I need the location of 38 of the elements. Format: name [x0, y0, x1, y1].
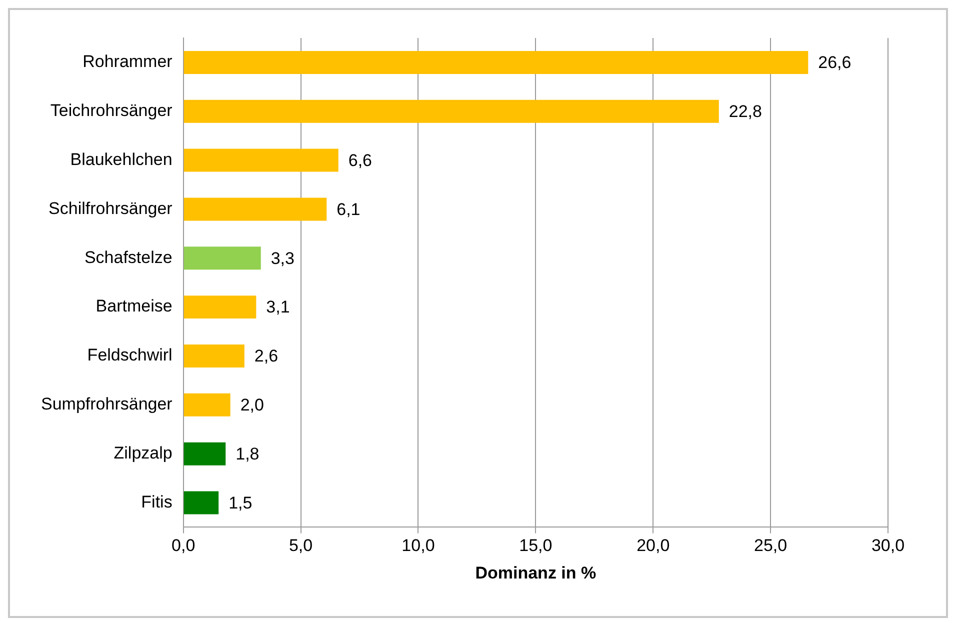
y-tick-label: Schilfrohrsänger: [48, 198, 173, 218]
data-label: 3,3: [270, 248, 294, 268]
bar: [184, 442, 226, 466]
y-tick-label: Fitis: [141, 492, 172, 512]
data-label: 2,0: [240, 396, 264, 415]
bar: [184, 344, 244, 368]
x-tick-label: 25,0: [754, 536, 788, 556]
data-label: 2,6: [254, 346, 278, 366]
data-label: 1,5: [228, 493, 252, 512]
y-tick-label: Teichrohrsänger: [50, 101, 173, 120]
data-label: 3,1: [266, 298, 290, 317]
bar: [184, 148, 338, 172]
y-tick-label: Zilpzalp: [114, 444, 172, 463]
data-label: 1,8: [236, 444, 260, 464]
data-label: 6,1: [336, 200, 360, 219]
bar: [184, 393, 230, 416]
y-tick-label: Feldschwirl: [87, 346, 172, 365]
x-tick-label: 20,0: [636, 536, 670, 556]
data-label: 22,8: [728, 102, 762, 122]
x-tick-label: 30,0: [871, 536, 905, 556]
bar: [184, 100, 719, 123]
y-tick-label: Sumpfrohrsänger: [41, 394, 173, 414]
y-tick-label: Blaukehlchen: [70, 150, 172, 169]
bar: [184, 246, 261, 270]
x-axis-title: Dominanz in %: [475, 563, 596, 582]
x-tick-label: 0,0: [172, 536, 196, 556]
x-tick-label: 15,0: [519, 536, 552, 556]
x-tick-label: 10,0: [402, 536, 435, 556]
bar: [184, 491, 219, 514]
data-label: 26,6: [818, 53, 852, 72]
bar: [184, 50, 808, 74]
y-tick-label: Schafstelze: [84, 248, 172, 267]
data-label: 6,6: [348, 150, 372, 170]
y-tick-label: Bartmeise: [96, 296, 172, 316]
y-tick-label: Rohrammer: [82, 52, 173, 72]
bar: [184, 198, 327, 221]
bar: [184, 296, 256, 319]
x-tick-label: 5,0: [288, 536, 313, 556]
